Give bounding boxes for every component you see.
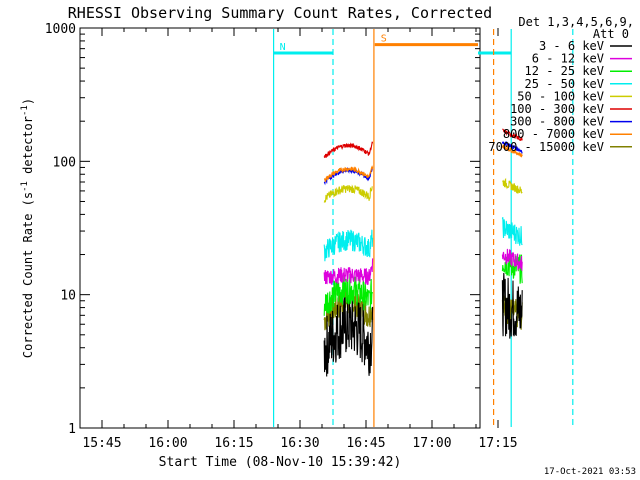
legend-item-label: 7000 - 15000 keV bbox=[488, 140, 604, 154]
x-tick-label: 16:15 bbox=[214, 436, 253, 451]
series-line-25-50keV bbox=[323, 229, 374, 262]
chart-title: RHESSI Observing Summary Count Rates, Co… bbox=[68, 4, 492, 22]
legend-item-label: 3 - 6 keV bbox=[539, 39, 604, 53]
legend-item-label: 100 - 300 keV bbox=[510, 102, 604, 116]
series-line-100-300keV bbox=[323, 141, 374, 159]
series-line-50-100keV bbox=[502, 177, 523, 194]
series-layer bbox=[323, 128, 523, 377]
y-tick-label: 100 bbox=[53, 155, 76, 170]
series-line-25-50keV bbox=[501, 217, 523, 246]
flag-bar-label: N bbox=[280, 42, 286, 53]
y-tick-label: 1000 bbox=[45, 22, 76, 37]
y-axis-label-end: ) bbox=[21, 98, 35, 105]
y-axis-label-sup1: -1 bbox=[20, 181, 30, 192]
legend-item-label: 25 - 50 keV bbox=[525, 77, 604, 91]
x-tick-label: 16:00 bbox=[148, 436, 187, 451]
legend-item-label: 6 - 12 keV bbox=[532, 52, 604, 66]
legend-header-line-2: Att 0 bbox=[593, 27, 629, 41]
y-axis-label-mid: detector bbox=[21, 116, 35, 181]
y-tick-label: 1 bbox=[68, 422, 76, 437]
legend-item-label: 50 - 100 keV bbox=[517, 89, 604, 103]
legend-item-label: 300 - 800 keV bbox=[510, 115, 604, 129]
series-line-100-300keV bbox=[502, 128, 523, 141]
generation-timestamp: 17-Oct-2021 03:53 bbox=[544, 467, 636, 477]
y-axis-label-sup2: -1 bbox=[20, 105, 30, 116]
series-line-12-25keV bbox=[323, 273, 374, 316]
series-line-6-12keV bbox=[501, 248, 523, 271]
legend-item-label: 12 - 25 keV bbox=[525, 64, 604, 78]
y-axis-label-main: Corrected Count Rate (s bbox=[21, 192, 35, 358]
series-line-800-7000keV bbox=[501, 144, 523, 158]
x-tick-label: 16:30 bbox=[280, 436, 319, 451]
y-tick-label: 10 bbox=[60, 289, 76, 304]
series-line-6-12keV bbox=[323, 258, 374, 285]
y-axis-label: Corrected Count Rate (s-1 detector-1) bbox=[20, 98, 35, 358]
series-line-3-6keV bbox=[501, 272, 523, 339]
x-tick-label: 17:15 bbox=[478, 436, 517, 451]
x-axis-label: Start Time (08-Nov-10 15:39:42) bbox=[159, 455, 402, 470]
series-line-300-800keV bbox=[501, 141, 523, 154]
series-line-50-100keV bbox=[323, 184, 373, 203]
flag-bar-label: S bbox=[381, 34, 387, 45]
x-tick-label: 16:45 bbox=[346, 436, 385, 451]
x-tick-label: 17:00 bbox=[412, 436, 451, 451]
axes-layer: 15:45 16:00 16:15 16:30 16:45 17:00 17:15 1 10 10… bbox=[45, 22, 518, 451]
legend-item-label: 800 - 7000 keV bbox=[503, 127, 604, 141]
series-line-3-6keV bbox=[323, 295, 374, 377]
series-line-800-7000keV bbox=[323, 165, 374, 182]
legend-header-line-1: Det 1,3,4,5,6,9, bbox=[518, 15, 634, 29]
x-tick-label: 15:45 bbox=[82, 436, 121, 451]
plot-area-frame bbox=[79, 27, 481, 429]
